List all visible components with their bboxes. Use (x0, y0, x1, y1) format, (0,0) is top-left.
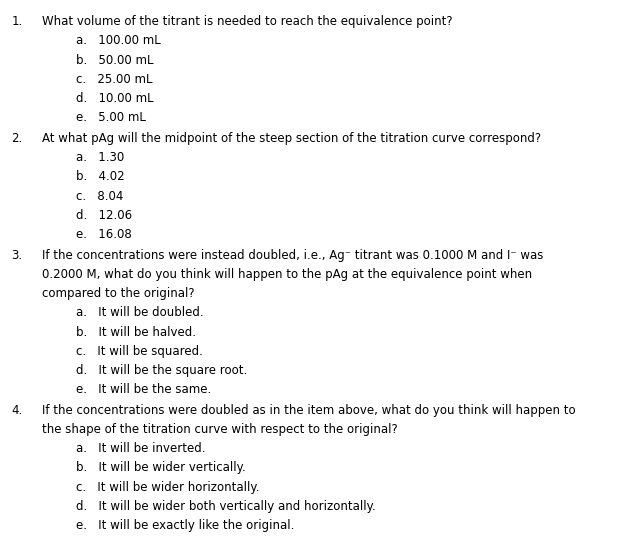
Text: d.   It will be the square root.: d. It will be the square root. (76, 364, 247, 377)
Text: a.   It will be inverted.: a. It will be inverted. (76, 443, 205, 456)
Text: e.   5.00 mL: e. 5.00 mL (76, 111, 146, 124)
Text: 4.: 4. (12, 404, 23, 417)
Text: c.   8.04: c. 8.04 (76, 189, 124, 202)
Text: If the concentrations were instead doubled, i.e., Ag⁻ titrant was 0.1000 M and I: If the concentrations were instead doubl… (42, 249, 544, 262)
Text: c.   It will be squared.: c. It will be squared. (76, 345, 203, 358)
Text: 1.: 1. (12, 15, 23, 28)
Text: a.   It will be doubled.: a. It will be doubled. (76, 306, 204, 319)
Text: If the concentrations were doubled as in the item above, what do you think will : If the concentrations were doubled as in… (42, 404, 576, 417)
Text: compared to the original?: compared to the original? (42, 287, 194, 300)
Text: a.   1.30: a. 1.30 (76, 151, 124, 164)
Text: c.   It will be wider horizontally.: c. It will be wider horizontally. (76, 481, 260, 494)
Text: the shape of the titration curve with respect to the original?: the shape of the titration curve with re… (42, 423, 397, 436)
Text: What volume of the titrant is needed to reach the equivalence point?: What volume of the titrant is needed to … (42, 15, 453, 28)
Text: e.   It will be the same.: e. It will be the same. (76, 383, 211, 396)
Text: e.   16.08: e. 16.08 (76, 228, 132, 241)
Text: 2.: 2. (12, 132, 23, 145)
Text: d.   12.06: d. 12.06 (76, 209, 132, 222)
Text: b.   It will be wider vertically.: b. It will be wider vertically. (76, 461, 246, 474)
Text: At what pAg will the midpoint of the steep section of the titration curve corres: At what pAg will the midpoint of the ste… (42, 132, 541, 145)
Text: d.   10.00 mL: d. 10.00 mL (76, 92, 154, 105)
Text: 0.2000 M, what do you think will happen to the pAg at the equivalence point when: 0.2000 M, what do you think will happen … (42, 268, 532, 281)
Text: b.   4.02: b. 4.02 (76, 170, 125, 183)
Text: b.   50.00 mL: b. 50.00 mL (76, 54, 153, 67)
Text: c.   25.00 mL: c. 25.00 mL (76, 72, 153, 86)
Text: b.   It will be halved.: b. It will be halved. (76, 326, 196, 339)
Text: e.   It will be exactly like the original.: e. It will be exactly like the original. (76, 519, 294, 532)
Text: 3.: 3. (12, 249, 23, 262)
Text: a.   100.00 mL: a. 100.00 mL (76, 35, 161, 48)
Text: d.   It will be wider both vertically and horizontally.: d. It will be wider both vertically and … (76, 500, 375, 513)
